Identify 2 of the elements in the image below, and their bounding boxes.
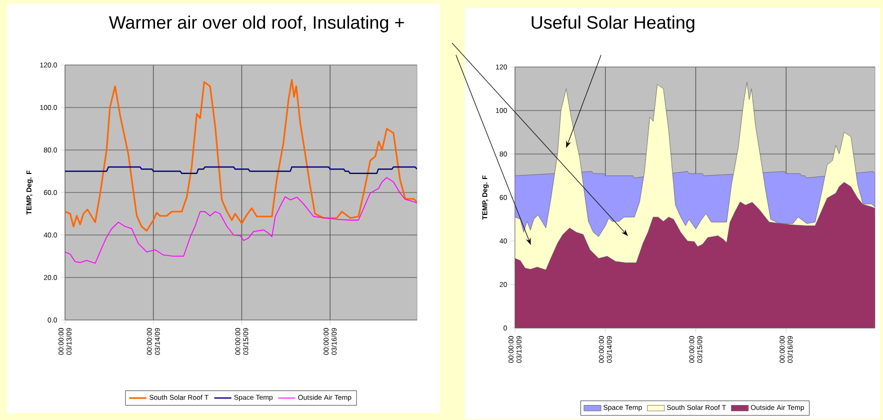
chart-title: Useful Solar Heating	[532, 16, 694, 32]
chart-title: Warmer air over old roof, Insulating +	[108, 16, 404, 32]
